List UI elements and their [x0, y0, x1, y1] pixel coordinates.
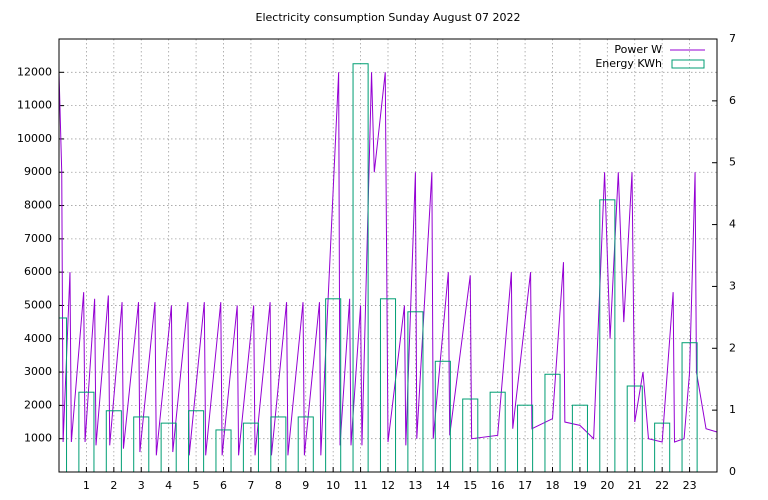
y2-tick-label: 5: [729, 156, 736, 169]
y-tick-label: 11000: [17, 99, 52, 112]
chart-title: Electricity consumption Sunday August 07…: [256, 11, 521, 24]
y-tick-label: 12000: [17, 65, 52, 78]
x-tick-label: 9: [302, 479, 309, 492]
x-tick-label: 13: [408, 479, 422, 492]
x-tick-label: 8: [275, 479, 282, 492]
y-tick-label: 10000: [17, 132, 52, 145]
x-tick-label: 6: [220, 479, 227, 492]
power-line: [58, 72, 718, 456]
x-tick-label: 5: [193, 479, 200, 492]
y-tick-label: 2000: [24, 398, 52, 411]
x-tick-label: 12: [381, 479, 395, 492]
y2-tick-label: 7: [729, 32, 736, 45]
y-tick-label: 7000: [24, 232, 52, 245]
x-tick-label: 21: [628, 479, 642, 492]
y2-tick-label: 6: [729, 94, 736, 107]
y-tick-label: 5000: [24, 298, 52, 311]
y2-tick-label: 3: [729, 279, 736, 292]
x-tick-label: 10: [326, 479, 340, 492]
x-tick-label: 20: [600, 479, 614, 492]
y-tick-label: 9000: [24, 165, 52, 178]
y-tick-label: 1000: [24, 432, 52, 445]
x-tick-label: 11: [354, 479, 368, 492]
x-tick-label: 18: [546, 479, 560, 492]
x-tick-label: 17: [518, 479, 532, 492]
x-tick-label: 7: [247, 479, 254, 492]
legend-swatch: [671, 59, 705, 69]
x-tick-label: 15: [463, 479, 477, 492]
y2-tick-label: 2: [729, 341, 736, 354]
legend-label: Energy KWh: [595, 57, 662, 70]
y-tick-label: 4000: [24, 332, 52, 345]
x-tick-label: 19: [573, 479, 587, 492]
y2-tick-label: 4: [729, 218, 736, 231]
x-tick-label: 2: [110, 479, 117, 492]
x-tick-label: 4: [165, 479, 172, 492]
y-tick-label: 8000: [24, 199, 52, 212]
y-tick-label: 3000: [24, 365, 52, 378]
x-tick-label: 1: [83, 479, 90, 492]
y2-tick-label: 1: [729, 403, 736, 416]
x-tick-label: 23: [683, 479, 697, 492]
plot-frame: [58, 38, 718, 473]
energy-box: [325, 298, 342, 473]
x-tick-label: 3: [138, 479, 145, 492]
x-tick-label: 22: [655, 479, 669, 492]
x-tick-label: 14: [436, 479, 450, 492]
y-tick-label: 6000: [24, 265, 52, 278]
y2-tick-label: 0: [729, 465, 736, 478]
legend-label: Power W: [614, 43, 662, 56]
x-tick-label: 16: [491, 479, 505, 492]
